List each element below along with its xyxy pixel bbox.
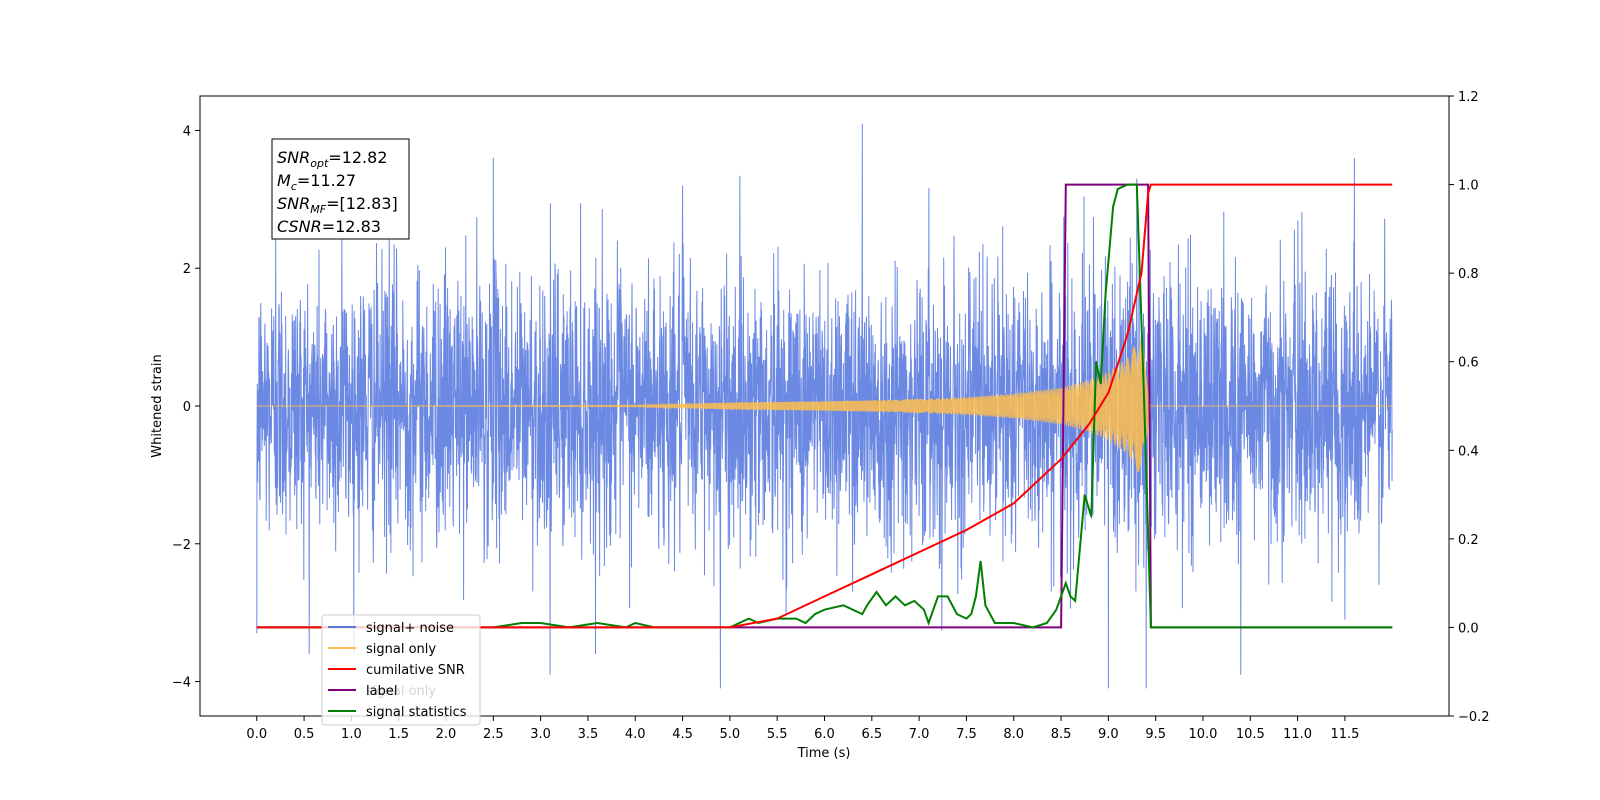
x-axis-label: Time (s)	[797, 746, 851, 761]
y-right-tick-label: 1.0	[1458, 179, 1479, 194]
annotation-line: Mc=11.27	[277, 171, 356, 193]
y-right-tick-label: 0.8	[1458, 267, 1479, 282]
x-tick-label: 5.5	[767, 727, 788, 742]
annotation-frame	[271, 138, 410, 240]
x-tick-label: 6.5	[861, 727, 882, 742]
x-tick-label: 4.5	[672, 727, 693, 742]
x-tick-label: 7.0	[909, 727, 930, 742]
y-left-tick-label: 4	[183, 124, 191, 139]
legend-label: cumilative SNR	[366, 663, 465, 678]
annotation-line: SNRopt=12.82	[277, 148, 388, 170]
legend: signal+ noise signal only cumilative SNR la…	[321, 614, 481, 726]
x-tick-label: 7.5	[956, 727, 977, 742]
y-left-tick-label: −4	[172, 676, 191, 691]
y-axis-label: Whitened strain	[150, 354, 165, 457]
x-tick-label: 11.5	[1330, 727, 1359, 742]
y-left-tick-label: 2	[183, 262, 191, 277]
legend-hidden-text: signal only	[366, 684, 436, 699]
x-tick-label: 2.0	[436, 727, 457, 742]
y-left-tick-label: 0	[183, 400, 191, 415]
y-left-tick-label: −2	[172, 538, 191, 553]
annotation-box: SNRopt=12.82Mc=11.27SNRMF=[12.83]CSNR=12…	[271, 138, 410, 240]
y-right-tick-label: 0.6	[1458, 356, 1479, 371]
legend-label: signal only	[366, 642, 436, 657]
x-tick-label: 8.5	[1051, 727, 1072, 742]
x-tick-label: 6.0	[814, 727, 835, 742]
x-tick-label: 3.5	[578, 727, 599, 742]
x-tick-label: 2.5	[483, 727, 504, 742]
series-layer	[256, 123, 1393, 689]
x-tick-label: 0.5	[294, 727, 315, 742]
y-right-tick-label: 0.0	[1458, 621, 1479, 636]
axis-layer: 0.0 0.5 1.0 1.5 2.0 2.5 3.0 3.5 4.0 4.5 5.0 5.5 6.0 6…	[172, 90, 1490, 742]
y-right-tick-label: 0.2	[1458, 533, 1479, 548]
x-tick-label: 11.0	[1283, 727, 1312, 742]
x-tick-label: 1.0	[341, 727, 362, 742]
x-tick-label: 9.0	[1098, 727, 1119, 742]
legend-label: label	[366, 684, 397, 699]
y-right-tick-label: 1.2	[1458, 90, 1479, 105]
x-tick-label: 10.0	[1189, 727, 1218, 742]
x-tick-label: 4.0	[625, 727, 646, 742]
x-tick-label: 8.0	[1003, 727, 1024, 742]
y-right-tick-label: −0.2	[1458, 710, 1490, 725]
x-tick-label: 3.0	[530, 727, 551, 742]
legend-frame	[321, 614, 481, 726]
x-tick-label: 9.5	[1145, 727, 1166, 742]
legend-label: signal statistics	[366, 705, 467, 720]
annotation-line: SNRMF=[12.83]	[277, 194, 398, 216]
x-tick-label: 0.0	[246, 727, 267, 742]
series-signal-only	[256, 334, 1393, 473]
series-signal-noise	[256, 123, 1393, 689]
legend-label: signal+ noise	[366, 621, 454, 636]
x-tick-label: 1.5	[388, 727, 409, 742]
x-tick-label: 5.0	[720, 727, 741, 742]
y-right-tick-label: 0.4	[1458, 444, 1479, 459]
series-cumulative-snr	[256, 183, 1393, 629]
annotation-line: CSNR=12.83	[277, 217, 381, 236]
x-tick-label: 10.5	[1236, 727, 1265, 742]
